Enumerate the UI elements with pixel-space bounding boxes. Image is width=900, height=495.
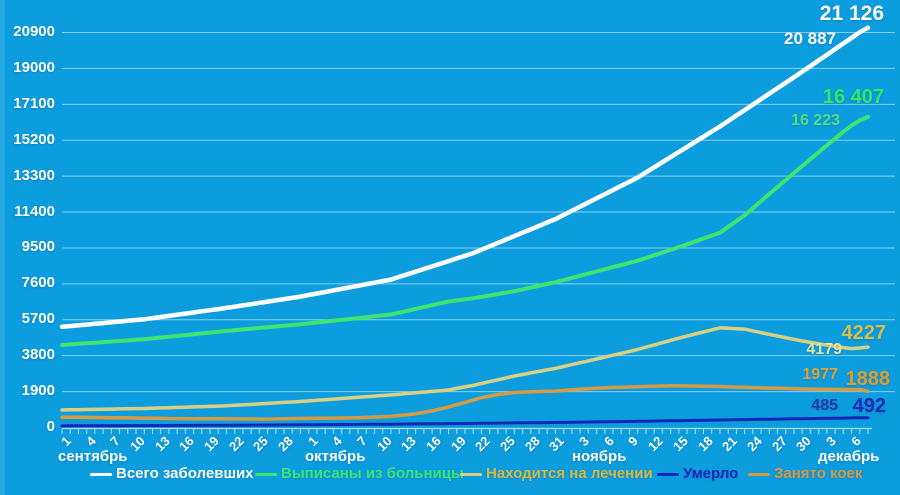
legend-item-0: Всего заболевших: [90, 464, 254, 484]
value-label-latest-3: 492: [852, 395, 886, 417]
month-label: декабрь: [818, 448, 880, 465]
series-line-1: [60, 114, 870, 347]
legend-swatch-icon: [748, 472, 770, 476]
y-axis-label: 13300: [13, 166, 55, 184]
y-axis-label: 0: [46, 418, 55, 435]
y-axis-label: 5700: [21, 310, 55, 328]
legend-label: Занято коек: [774, 465, 863, 482]
legend-swatch-icon: [657, 472, 679, 476]
legend-swatch-icon: [255, 472, 277, 476]
legend-label: Умерло: [683, 465, 739, 482]
month-label: сентябрь: [58, 448, 128, 465]
legend-item-3: Умерло: [657, 464, 738, 484]
value-label-latest-0: 21 126: [819, 2, 884, 25]
y-axis-label: 9500: [21, 238, 55, 256]
y-axis-label: 20900: [13, 23, 55, 40]
y-axis-label: 3800: [21, 346, 55, 364]
value-label-latest-2: 4227: [841, 322, 887, 344]
series-line-2: [60, 326, 870, 412]
series-line-4: [60, 384, 870, 421]
legend-label: Находится на лечении: [486, 465, 653, 482]
value-label-previous-0: 20 887: [784, 29, 836, 48]
month-label: октябрь: [305, 448, 366, 465]
legend-item-4: Занято коек: [748, 464, 862, 484]
series-line-3: [60, 416, 870, 428]
value-label-previous-2: 4179: [806, 341, 842, 358]
legend-item-2: Находится на лечении: [460, 464, 653, 484]
legend-label: Выписаны из больницы: [281, 465, 464, 482]
y-axis-label: 15200: [13, 130, 55, 148]
value-label-previous-4: 1977: [802, 366, 838, 383]
legend-swatch-icon: [90, 472, 112, 476]
series-line-0: [59, 25, 871, 330]
y-axis-label: 19000: [13, 58, 55, 76]
value-label-previous-3: 485: [811, 397, 838, 414]
value-label-latest-4: 1888: [845, 368, 891, 390]
month-label: ноябрь: [572, 448, 627, 465]
legend-swatch-icon: [460, 472, 482, 476]
legend-item-1: Выписаны из больницы: [255, 464, 464, 484]
y-axis-label: 11400: [14, 202, 55, 220]
legend-label: Всего заболевших: [116, 465, 254, 482]
value-label-previous-1: 16 223: [791, 112, 840, 129]
y-axis-label: 17100: [13, 94, 55, 112]
y-axis-label: 1900: [21, 382, 55, 400]
y-axis-label: 7600: [21, 274, 55, 292]
value-label-latest-1: 16 407: [822, 86, 884, 108]
